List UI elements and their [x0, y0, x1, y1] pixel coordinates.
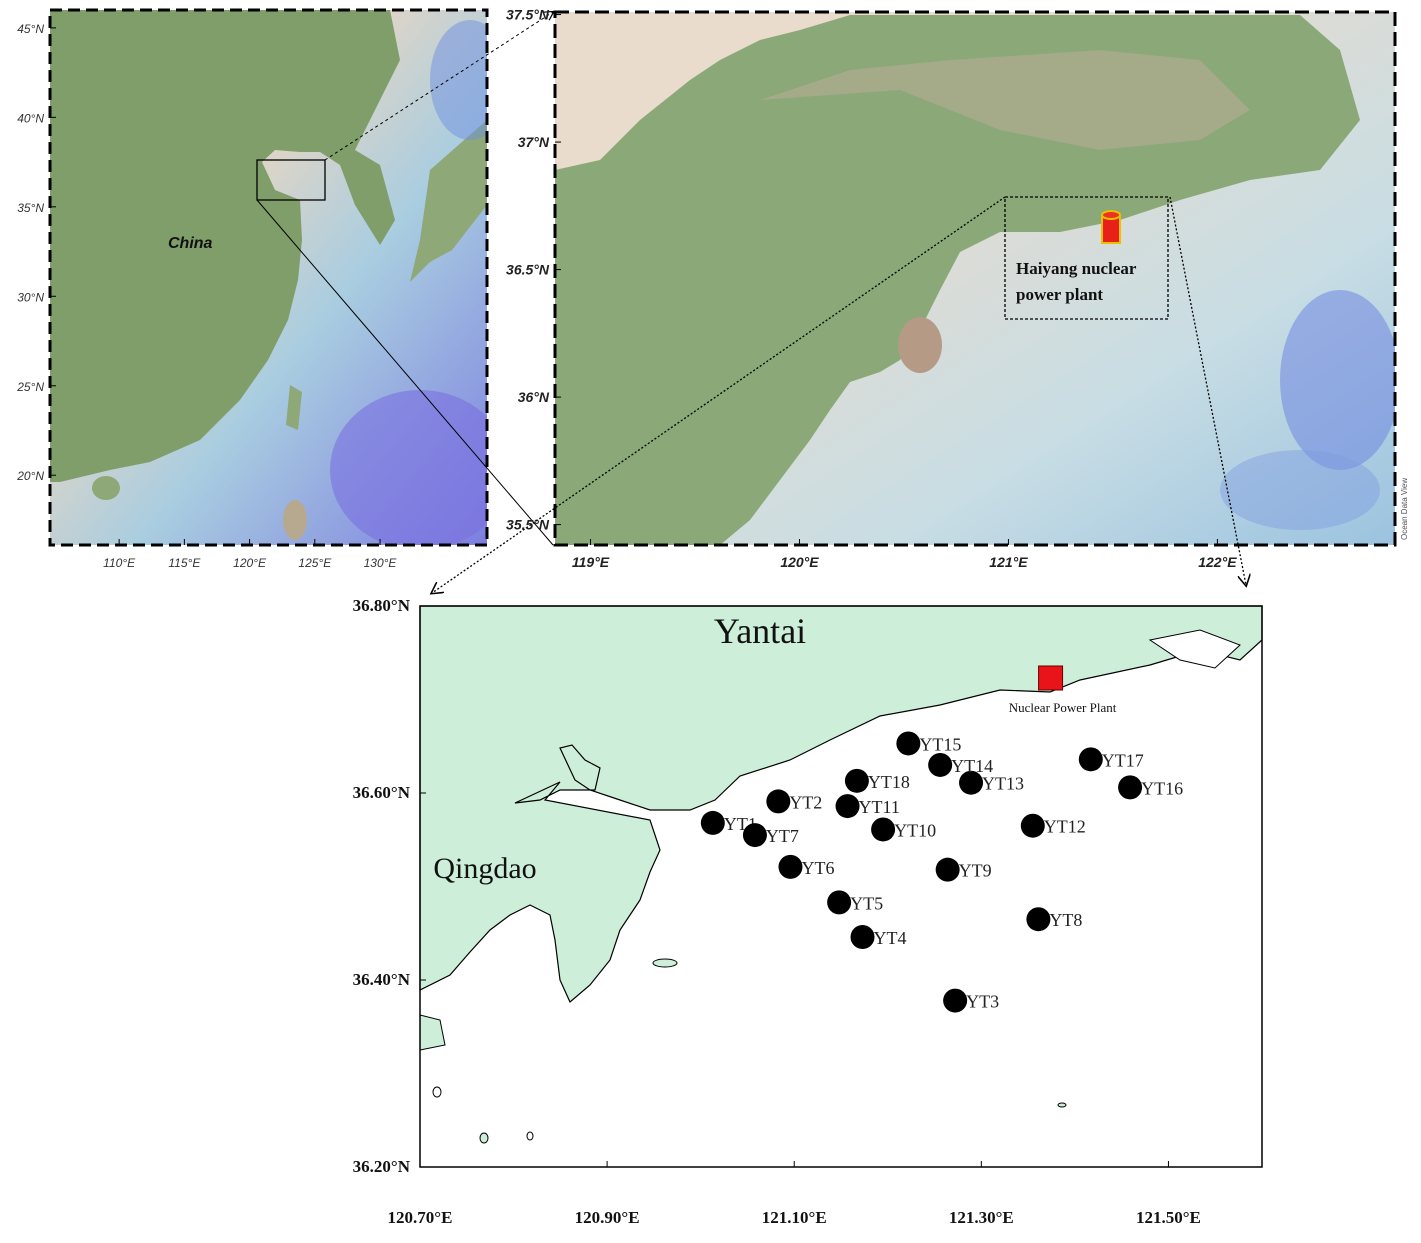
x-tick-label: 120°E — [780, 554, 819, 570]
x-tick-label: 120.70°E — [388, 1208, 453, 1227]
connector — [1169, 196, 1246, 585]
station-label: YT12 — [1044, 817, 1086, 837]
station-label: YT14 — [951, 756, 993, 776]
station — [871, 817, 896, 842]
station — [959, 770, 984, 795]
station-label: YT3 — [966, 992, 999, 1012]
station — [935, 857, 960, 882]
y-tick-label: 35.5°N — [506, 517, 550, 533]
station-label: YT9 — [959, 861, 992, 881]
y-tick-label: 37°N — [518, 134, 550, 150]
station — [943, 988, 968, 1013]
y-tick-label: 37.5°N — [506, 7, 550, 23]
y-tick-label: 25°N — [16, 380, 44, 394]
station — [850, 924, 875, 949]
station-label: YT4 — [874, 928, 907, 948]
overview-map: China — [50, 10, 487, 545]
credit: Ocean Data View — [1400, 478, 1409, 540]
station — [844, 768, 869, 793]
station — [1078, 747, 1103, 772]
y-tick-label: 36.60°N — [353, 783, 411, 802]
station-label: YT18 — [868, 772, 910, 792]
x-tick-label: 130°E — [364, 556, 398, 570]
map-frame — [553, 10, 1397, 547]
y-tick-label: 40°N — [17, 111, 44, 125]
y-tick-label: 20°N — [16, 469, 44, 483]
station-label: YT7 — [766, 826, 799, 846]
y-tick-label: 36°N — [518, 389, 550, 405]
station-label: YT6 — [801, 858, 834, 878]
station-label: YT13 — [982, 774, 1024, 794]
regional-map: Haiyang nuclear power plant — [555, 12, 1395, 545]
map-frame — [48, 8, 489, 547]
station — [778, 854, 803, 879]
x-tick-label: 115°E — [168, 556, 201, 570]
city-label: Yantai — [714, 611, 806, 651]
x-tick-label: 121.50°E — [1136, 1208, 1201, 1227]
x-tick-label: 121°E — [989, 554, 1028, 570]
station-label: YT2 — [789, 792, 822, 812]
station-map: Yantai Qingdao — [419, 605, 1263, 1168]
city-label: Qingdao — [433, 852, 536, 885]
connector — [432, 196, 1006, 593]
station — [835, 794, 860, 819]
station-label: YT11 — [859, 797, 900, 817]
y-tick-label: 36.80°N — [353, 596, 411, 615]
station-label: YT10 — [894, 820, 936, 840]
station-label: YT16 — [1141, 778, 1183, 798]
x-tick-label: 121.10°E — [762, 1208, 827, 1227]
x-tick-label: 110°E — [103, 556, 136, 570]
x-tick-label: 120°E — [233, 556, 267, 570]
plant-label-line: power plant — [1016, 285, 1103, 304]
station-label: YT17 — [1102, 750, 1144, 770]
y-tick-label: 36.20°N — [353, 1157, 411, 1176]
region-label: China — [168, 235, 213, 252]
y-tick-label: 30°N — [17, 290, 44, 304]
plant-label: Haiyang nuclear power plant — [1016, 259, 1140, 304]
plant-label: Nuclear Power Plant — [1009, 700, 1117, 715]
station — [928, 752, 953, 777]
nuclear-plant — [1038, 665, 1064, 691]
y-tick-label: 45°N — [17, 22, 44, 36]
station — [1026, 907, 1051, 932]
station-label: YT15 — [919, 734, 961, 754]
x-tick-label: 125°E — [298, 556, 332, 570]
station — [700, 810, 725, 835]
station — [896, 731, 921, 756]
plant-label-line: Haiyang nuclear — [1016, 259, 1137, 278]
station — [1118, 775, 1143, 800]
x-tick-label: 122°E — [1198, 554, 1237, 570]
y-tick-label: 35°N — [17, 201, 44, 215]
x-tick-label: 120.90°E — [575, 1208, 640, 1227]
connector — [256, 199, 554, 546]
y-tick-label: 36.5°N — [506, 262, 550, 278]
plant-icon — [1101, 210, 1121, 244]
station-label: YT8 — [1049, 910, 1082, 930]
station — [1020, 813, 1045, 838]
station — [827, 890, 852, 915]
x-tick-label: 119°E — [572, 554, 610, 570]
x-tick-label: 121.30°E — [949, 1208, 1014, 1227]
y-tick-label: 36.40°N — [353, 970, 411, 989]
station — [766, 789, 791, 814]
station-label: YT5 — [850, 893, 883, 913]
station — [742, 823, 767, 848]
